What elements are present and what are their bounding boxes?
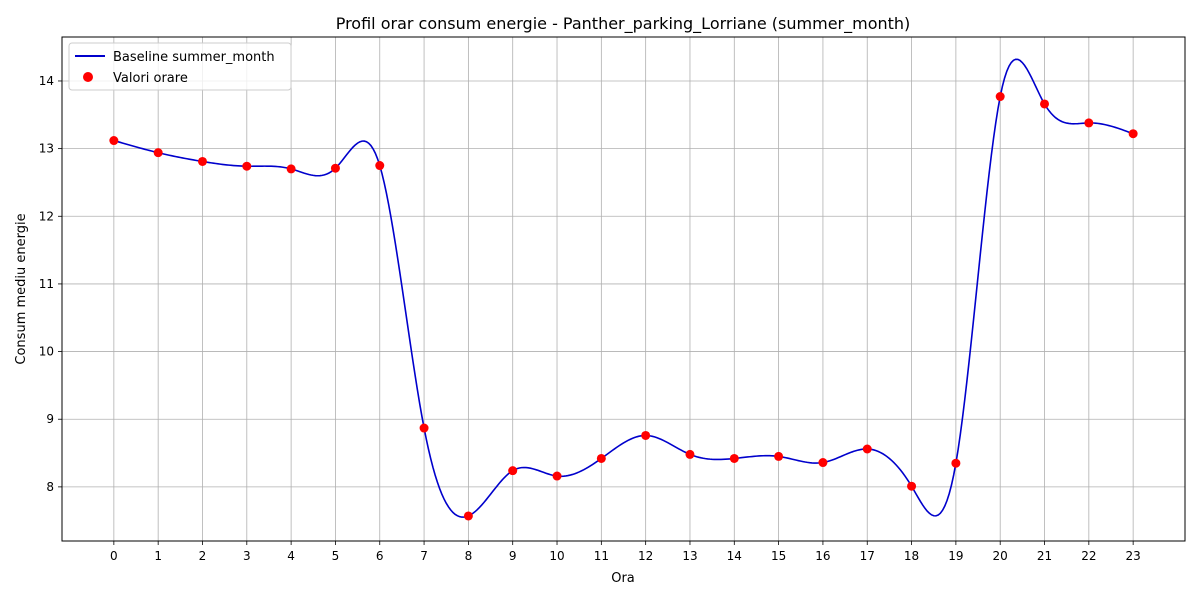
hourly-point-0 [109, 136, 119, 146]
hourly-point-18 [907, 481, 917, 491]
x-tick-label-14: 14 [727, 549, 742, 563]
hourly-point-5 [330, 163, 340, 173]
x-tick-label-9: 9 [509, 549, 517, 563]
hourly-point-17 [862, 444, 872, 454]
hourly-point-8 [463, 511, 473, 521]
hourly-point-16 [818, 458, 828, 468]
hourly-point-19 [951, 458, 961, 468]
hourly-point-22 [1084, 118, 1094, 128]
hourly-point-7 [419, 423, 429, 433]
x-axis-label: Ora [611, 571, 635, 586]
hourly-point-21 [1040, 99, 1050, 109]
hourly-point-15 [774, 451, 784, 461]
x-tick-label-17: 17 [860, 549, 875, 563]
legend-label-baseline: Baseline summer_month [113, 50, 275, 65]
y-tick-label-13: 13 [39, 142, 54, 156]
x-tick-label-21: 21 [1037, 549, 1052, 563]
chart-title: Profil orar consum energie - Panther_par… [336, 14, 911, 34]
x-tick-label-19: 19 [948, 549, 963, 563]
x-tick-label-8: 8 [465, 549, 473, 563]
legend-point-swatch [83, 72, 93, 82]
legend-box [68, 42, 292, 91]
hourly-values-series [109, 92, 1138, 521]
x-tick-label-10: 10 [549, 549, 564, 563]
x-tick-label-22: 22 [1081, 549, 1096, 563]
baseline-line [113, 58, 1134, 518]
y-tick-label-12: 12 [39, 209, 54, 223]
x-tick-label-16: 16 [815, 549, 830, 563]
x-tick-label-18: 18 [904, 549, 919, 563]
y-tick-label-11: 11 [39, 277, 54, 291]
x-tick-label-5: 5 [332, 549, 340, 563]
y-axis-ticks: 8 9 10 11 12 13 14 [39, 74, 62, 494]
y-tick-label-9: 9 [46, 412, 54, 426]
x-tick-label-12: 12 [638, 549, 653, 563]
y-axis-label: Consum mediu energie [14, 213, 29, 364]
hourly-point-12 [641, 430, 651, 440]
hourly-point-4 [286, 164, 296, 174]
hourly-point-1 [153, 148, 163, 158]
x-axis-ticks: 0 1 2 3 4 5 6 7 8 9 10 11 12 13 14 15 16 17 18 19 20 21 22 23 [110, 541, 1141, 563]
y-tick-label-14: 14 [39, 74, 54, 88]
baseline-series [113, 58, 1134, 518]
y-tick-label-10: 10 [39, 345, 54, 359]
x-tick-label-11: 11 [594, 549, 609, 563]
legend-label-points: Valori orare [113, 71, 188, 86]
hourly-point-6 [375, 161, 385, 171]
x-tick-label-13: 13 [682, 549, 697, 563]
x-tick-label-23: 23 [1126, 549, 1141, 563]
x-tick-label-15: 15 [771, 549, 786, 563]
hourly-point-13 [685, 449, 695, 459]
x-tick-label-2: 2 [199, 549, 207, 563]
plot-frame [61, 36, 1186, 542]
legend: Baseline summer_month Valori orare [68, 42, 292, 91]
hourly-point-2 [197, 156, 207, 166]
x-tick-label-1: 1 [154, 549, 162, 563]
hourly-point-9 [508, 466, 518, 476]
hourly-point-23 [1128, 129, 1138, 139]
x-tick-label-0: 0 [110, 549, 118, 563]
x-tick-label-4: 4 [287, 549, 295, 563]
hourly-point-10 [552, 471, 562, 481]
hourly-point-3 [242, 161, 252, 171]
y-tick-label-8: 8 [46, 480, 54, 494]
hourly-point-20 [995, 92, 1005, 102]
x-tick-label-3: 3 [243, 549, 251, 563]
hourly-point-11 [596, 453, 606, 463]
x-tick-label-7: 7 [420, 549, 428, 563]
grid-lines [62, 37, 1185, 541]
hourly-point-14 [729, 453, 739, 463]
x-tick-label-20: 20 [993, 549, 1008, 563]
x-tick-label-6: 6 [376, 549, 384, 563]
